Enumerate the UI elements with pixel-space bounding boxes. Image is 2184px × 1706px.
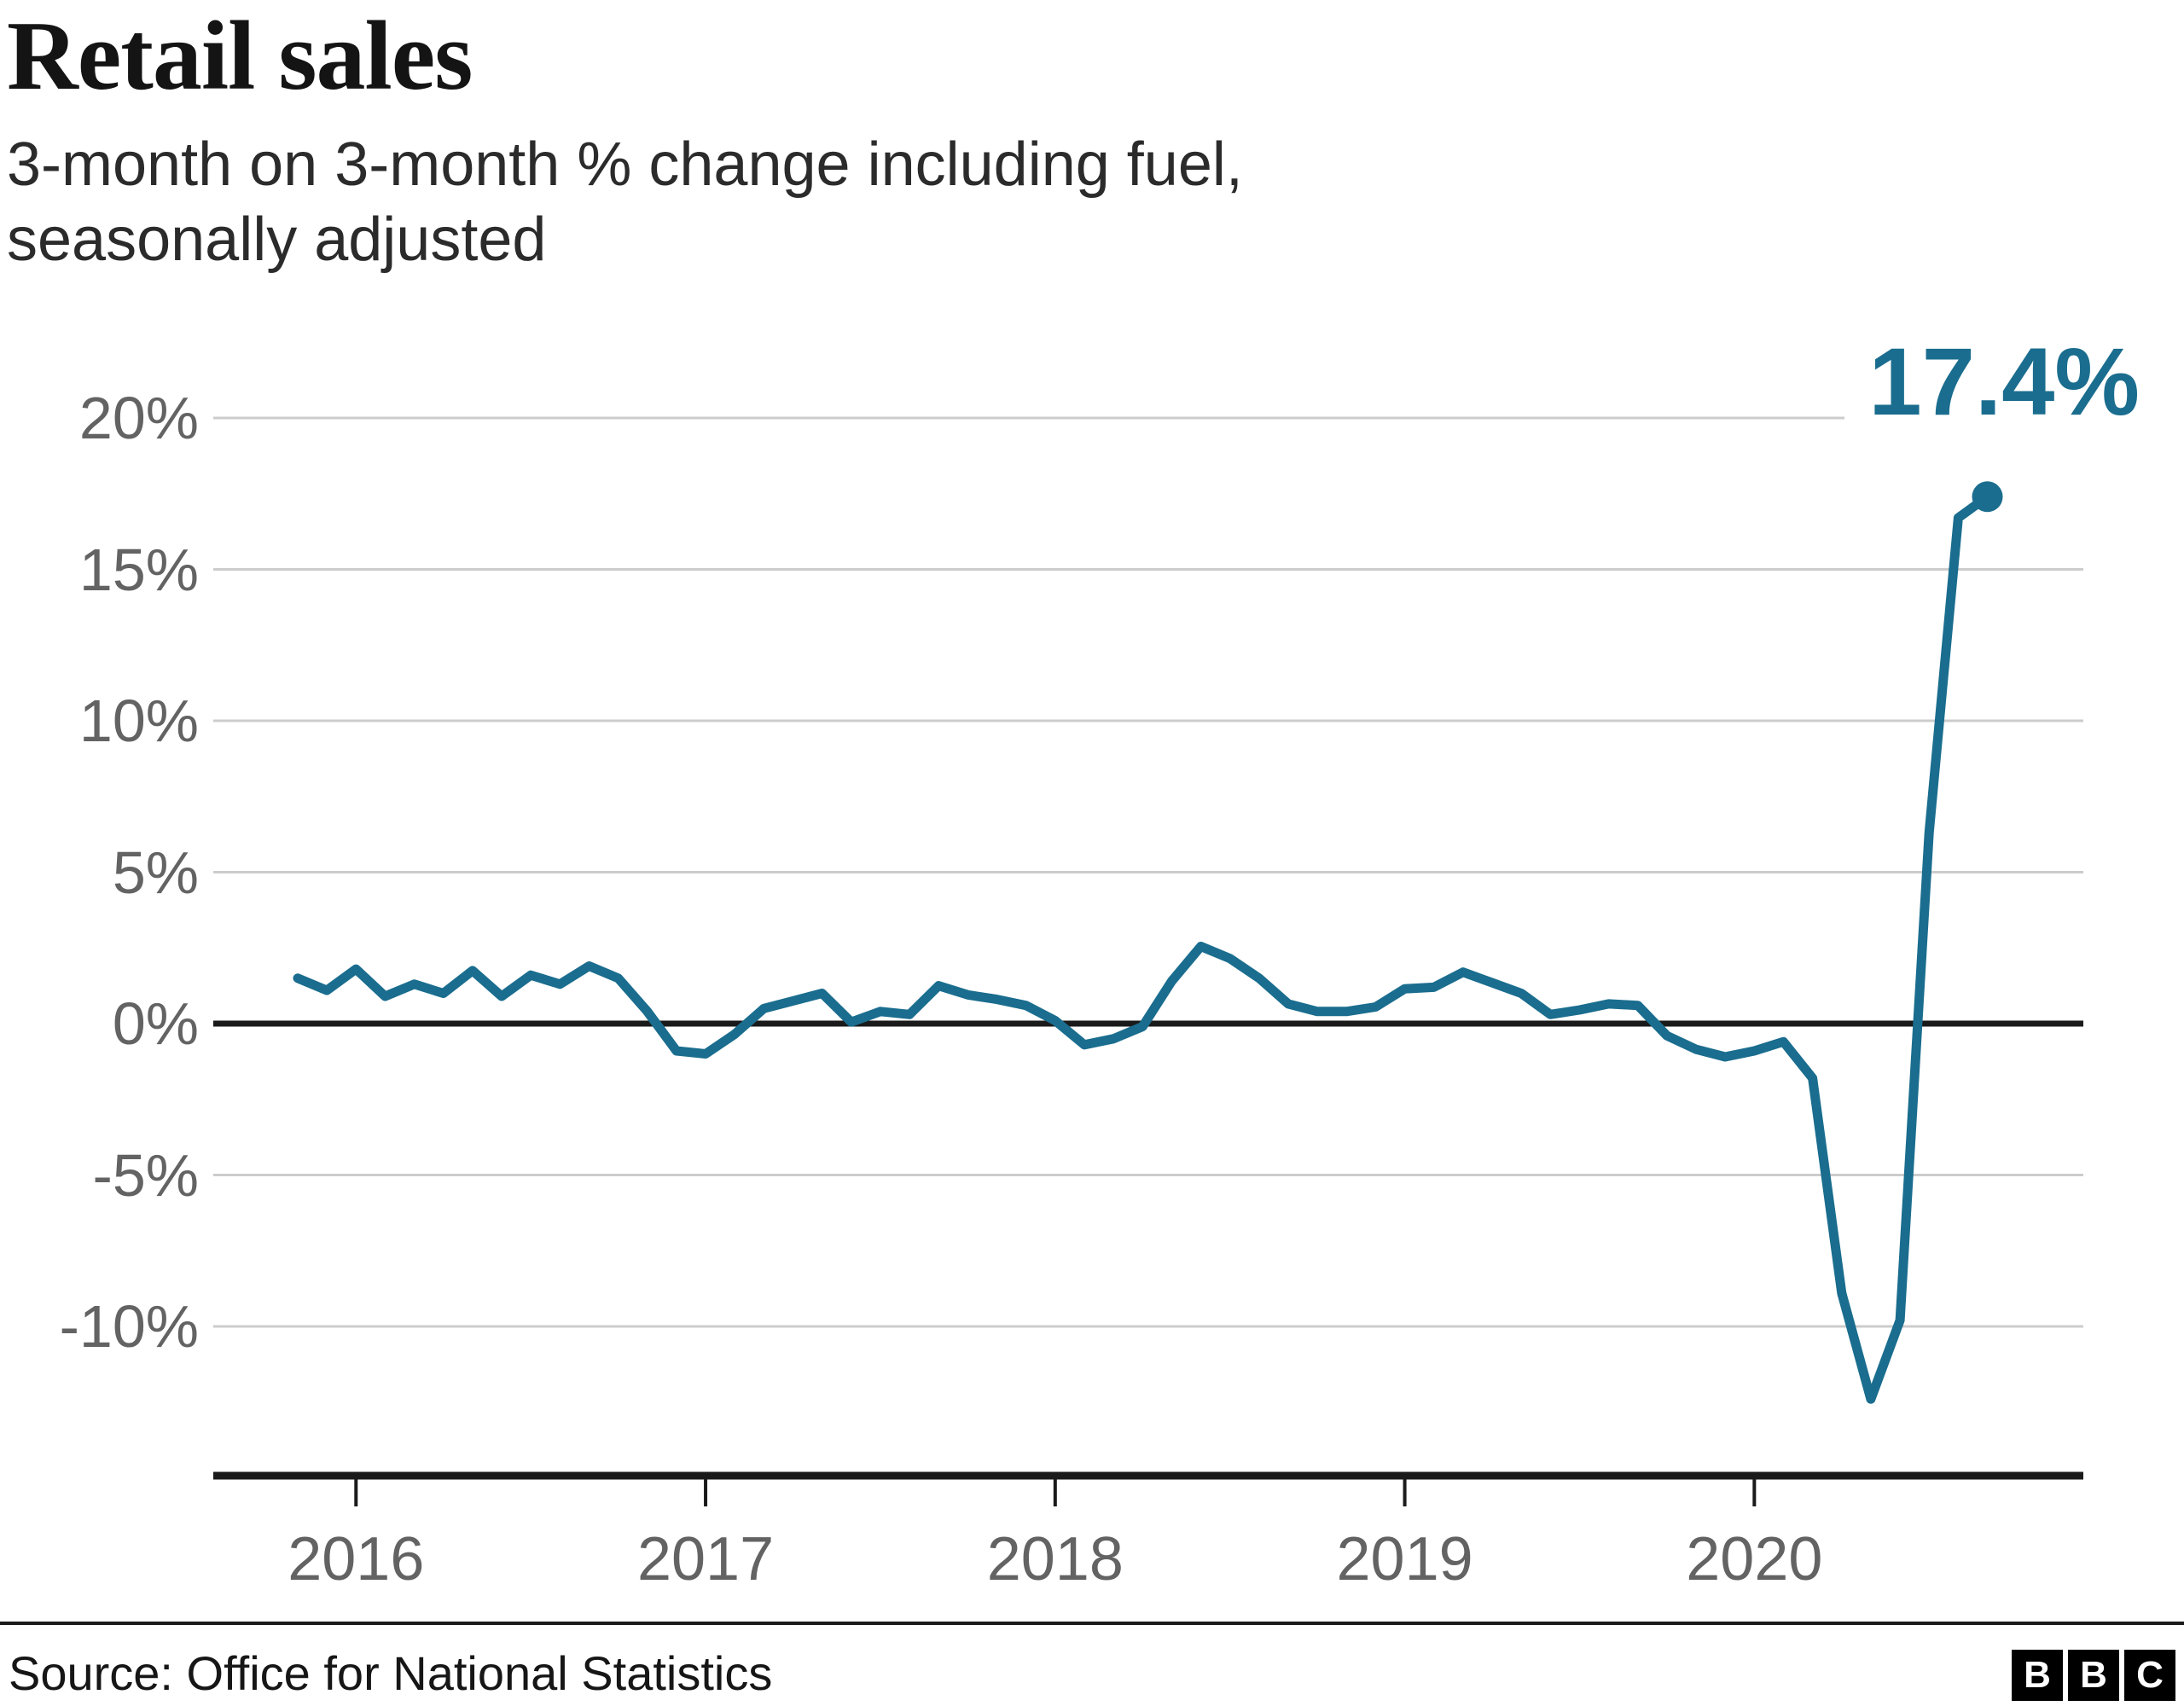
x-tick-label: 2016 [288, 1525, 425, 1593]
bbc-logo-block: B [2012, 1650, 2063, 1701]
x-tick-label: 2018 [986, 1525, 1124, 1593]
chart-subtitle: 3-month on 3-month % change including fu… [7, 128, 1243, 278]
x-tick-label: 2020 [1686, 1525, 1823, 1593]
y-tick-label: 10% [78, 688, 199, 754]
end-point-dot [1972, 481, 2003, 513]
end-value-annotation: 17.4% [1844, 333, 2141, 438]
page-title: Retail sales [7, 2, 473, 111]
source-credit: Source: Office for National Statistics [9, 1646, 773, 1700]
footer-divider [0, 1622, 2184, 1625]
y-tick-label: 5% [112, 838, 199, 906]
sales-line [293, 491, 1992, 1404]
y-tick-label: -10% [59, 1293, 199, 1360]
x-tick-label: 2019 [1336, 1525, 1473, 1593]
y-tick-label: -5% [92, 1141, 199, 1209]
y-tick-label: 15% [78, 536, 199, 603]
chart-subtitle-line1: 3-month on 3-month % change including fu… [7, 131, 1243, 199]
x-tick-label: 2017 [636, 1525, 775, 1593]
chart-subtitle-line2: seasonally adjusted [7, 205, 547, 274]
bbc-logo-block: C [2124, 1650, 2175, 1701]
bbc-logo-block: B [2068, 1650, 2119, 1701]
y-tick-label: 0% [112, 990, 199, 1057]
y-tick-label: 20% [78, 385, 199, 451]
